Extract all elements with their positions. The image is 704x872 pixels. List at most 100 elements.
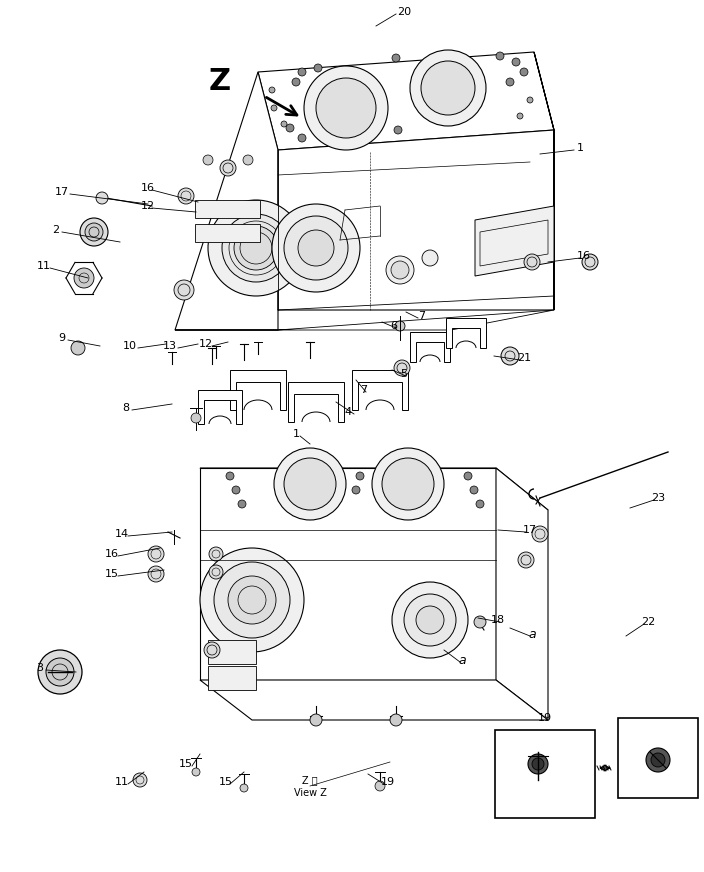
Text: 7: 7 <box>360 385 367 395</box>
Polygon shape <box>475 206 554 276</box>
Polygon shape <box>175 310 554 330</box>
Polygon shape <box>175 72 278 330</box>
Polygon shape <box>195 224 260 242</box>
Circle shape <box>390 714 402 726</box>
Polygon shape <box>258 52 554 150</box>
Circle shape <box>209 565 223 579</box>
Text: 15: 15 <box>219 777 233 787</box>
Circle shape <box>520 68 528 76</box>
Polygon shape <box>200 680 548 720</box>
Circle shape <box>496 52 504 60</box>
Circle shape <box>203 155 213 165</box>
Circle shape <box>532 526 548 542</box>
Circle shape <box>298 68 306 76</box>
Circle shape <box>646 748 670 772</box>
Circle shape <box>228 576 276 624</box>
Polygon shape <box>534 52 554 310</box>
Circle shape <box>148 566 164 582</box>
Circle shape <box>506 78 514 86</box>
Polygon shape <box>496 468 548 720</box>
Text: 17: 17 <box>523 525 537 535</box>
Circle shape <box>501 347 519 365</box>
Circle shape <box>314 64 322 72</box>
Text: 22: 22 <box>641 617 655 627</box>
Text: 15: 15 <box>179 759 193 769</box>
Text: 20: 20 <box>397 7 411 17</box>
Circle shape <box>372 448 444 520</box>
Circle shape <box>395 321 405 331</box>
Circle shape <box>298 134 306 142</box>
Polygon shape <box>278 130 554 310</box>
Text: 運輪部品: 運輪部品 <box>524 791 548 801</box>
Circle shape <box>243 155 253 165</box>
Polygon shape <box>288 382 344 422</box>
Circle shape <box>281 121 287 127</box>
Text: 3: 3 <box>37 663 44 673</box>
Text: 1: 1 <box>292 429 299 439</box>
Circle shape <box>191 413 201 423</box>
Circle shape <box>96 192 108 204</box>
Circle shape <box>214 562 290 638</box>
Bar <box>495 730 595 818</box>
Text: a: a <box>458 653 466 666</box>
Circle shape <box>394 360 410 376</box>
Text: a: a <box>528 628 536 641</box>
Circle shape <box>71 341 85 355</box>
Text: 16: 16 <box>577 251 591 261</box>
Circle shape <box>222 214 290 282</box>
Polygon shape <box>200 468 548 510</box>
Circle shape <box>421 61 475 115</box>
Text: 18: 18 <box>491 615 505 625</box>
Polygon shape <box>198 390 242 424</box>
Text: 9: 9 <box>58 333 65 343</box>
Circle shape <box>284 216 348 280</box>
Circle shape <box>38 650 82 694</box>
Circle shape <box>74 268 94 288</box>
Circle shape <box>232 486 240 494</box>
Circle shape <box>269 87 275 93</box>
Circle shape <box>394 126 402 134</box>
Circle shape <box>410 50 486 126</box>
Circle shape <box>518 552 534 568</box>
Circle shape <box>356 472 364 480</box>
Text: Z: Z <box>209 67 231 97</box>
Circle shape <box>226 472 234 480</box>
Circle shape <box>200 548 304 652</box>
Text: 10: 10 <box>123 341 137 351</box>
Circle shape <box>392 54 400 62</box>
Circle shape <box>220 160 236 176</box>
Circle shape <box>85 223 103 241</box>
Circle shape <box>352 486 360 494</box>
Text: 23: 23 <box>651 493 665 503</box>
Circle shape <box>178 188 194 204</box>
Circle shape <box>422 250 438 266</box>
Polygon shape <box>446 318 486 348</box>
Text: 2: 2 <box>52 225 60 235</box>
Text: 4: 4 <box>344 407 351 417</box>
Bar <box>618 718 698 798</box>
Circle shape <box>391 261 409 279</box>
Text: 12: 12 <box>141 201 155 211</box>
Ellipse shape <box>335 543 357 573</box>
Circle shape <box>524 254 540 270</box>
Circle shape <box>476 500 484 508</box>
Text: 11: 11 <box>37 261 51 271</box>
Circle shape <box>286 124 294 132</box>
Text: 17: 17 <box>55 187 69 197</box>
Circle shape <box>582 254 598 270</box>
Circle shape <box>310 714 322 726</box>
Text: 6: 6 <box>391 321 398 331</box>
Circle shape <box>234 226 278 270</box>
Text: 16: 16 <box>105 549 119 559</box>
Polygon shape <box>200 468 496 680</box>
Text: 19: 19 <box>381 777 395 787</box>
Circle shape <box>375 781 385 791</box>
Circle shape <box>392 582 468 658</box>
Text: 1: 1 <box>577 143 584 153</box>
Text: 7: 7 <box>418 311 425 321</box>
Circle shape <box>316 78 376 138</box>
Circle shape <box>386 256 414 284</box>
Circle shape <box>527 97 533 103</box>
Circle shape <box>517 113 523 119</box>
Text: 16: 16 <box>141 183 155 193</box>
